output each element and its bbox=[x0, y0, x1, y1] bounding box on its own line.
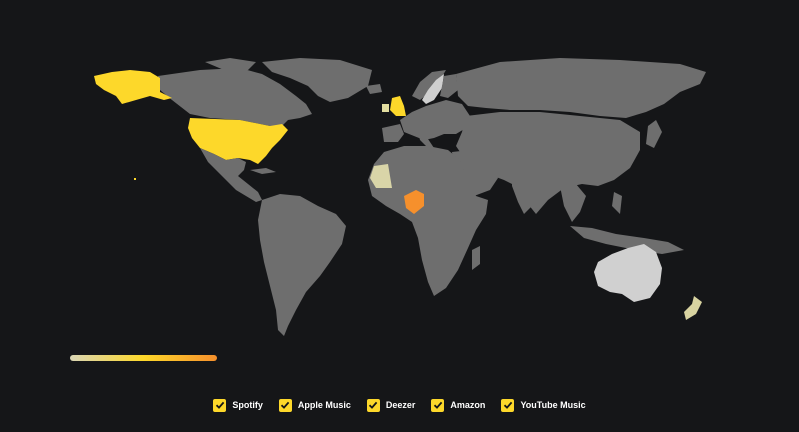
legend-label: Deezer bbox=[385, 400, 416, 410]
philippines[interactable] bbox=[612, 192, 622, 214]
greenland[interactable] bbox=[262, 58, 372, 102]
south-america[interactable] bbox=[258, 194, 346, 336]
iberia[interactable] bbox=[382, 124, 404, 142]
australia[interactable] bbox=[594, 244, 662, 302]
canada[interactable] bbox=[158, 68, 312, 128]
legend-item-amazon[interactable]: Amazon bbox=[431, 396, 485, 414]
uk[interactable] bbox=[390, 96, 406, 116]
new-zealand[interactable] bbox=[684, 296, 702, 320]
legend-item-youtube-music[interactable]: YouTube Music bbox=[501, 396, 586, 414]
japan[interactable] bbox=[646, 120, 662, 148]
se-asia[interactable] bbox=[560, 184, 586, 222]
legend-label: Amazon bbox=[450, 400, 486, 410]
indonesia[interactable] bbox=[570, 226, 684, 254]
finland[interactable] bbox=[440, 74, 458, 98]
cuba[interactable] bbox=[250, 168, 276, 174]
legend-label: Apple Music bbox=[297, 400, 351, 410]
iceland[interactable] bbox=[366, 84, 382, 94]
italy[interactable] bbox=[418, 132, 434, 148]
color-scale-bar bbox=[70, 355, 217, 361]
alaska[interactable] bbox=[94, 70, 172, 104]
checkmark-icon[interactable] bbox=[366, 398, 380, 412]
legend-item-apple-music[interactable]: Apple Music bbox=[278, 396, 351, 414]
checkmark-icon[interactable] bbox=[501, 398, 515, 412]
checkmark-icon[interactable] bbox=[431, 398, 445, 412]
mexico[interactable] bbox=[200, 148, 262, 202]
hawaii bbox=[134, 178, 136, 180]
legend: Spotify Apple Music Deezer Amazon YouTub… bbox=[0, 396, 799, 414]
europe[interactable] bbox=[400, 100, 470, 140]
africa[interactable] bbox=[368, 146, 488, 296]
madagascar[interactable] bbox=[472, 246, 480, 270]
legend-label: Spotify bbox=[232, 400, 263, 410]
legend-label: YouTube Music bbox=[520, 400, 586, 410]
checkmark-icon[interactable] bbox=[278, 398, 292, 412]
legend-item-spotify[interactable]: Spotify bbox=[213, 396, 263, 414]
arctic-islands[interactable] bbox=[205, 58, 256, 70]
sweden[interactable] bbox=[422, 74, 444, 104]
india[interactable] bbox=[512, 164, 546, 214]
usa[interactable] bbox=[188, 118, 288, 164]
ireland[interactable] bbox=[382, 104, 389, 112]
mauritania[interactable] bbox=[370, 164, 392, 188]
russia[interactable] bbox=[456, 58, 706, 118]
norway[interactable] bbox=[412, 70, 446, 100]
legend-item-deezer[interactable]: Deezer bbox=[366, 396, 416, 414]
nigeria[interactable] bbox=[404, 190, 424, 214]
checkmark-icon[interactable] bbox=[213, 398, 227, 412]
asia[interactable] bbox=[456, 112, 640, 214]
